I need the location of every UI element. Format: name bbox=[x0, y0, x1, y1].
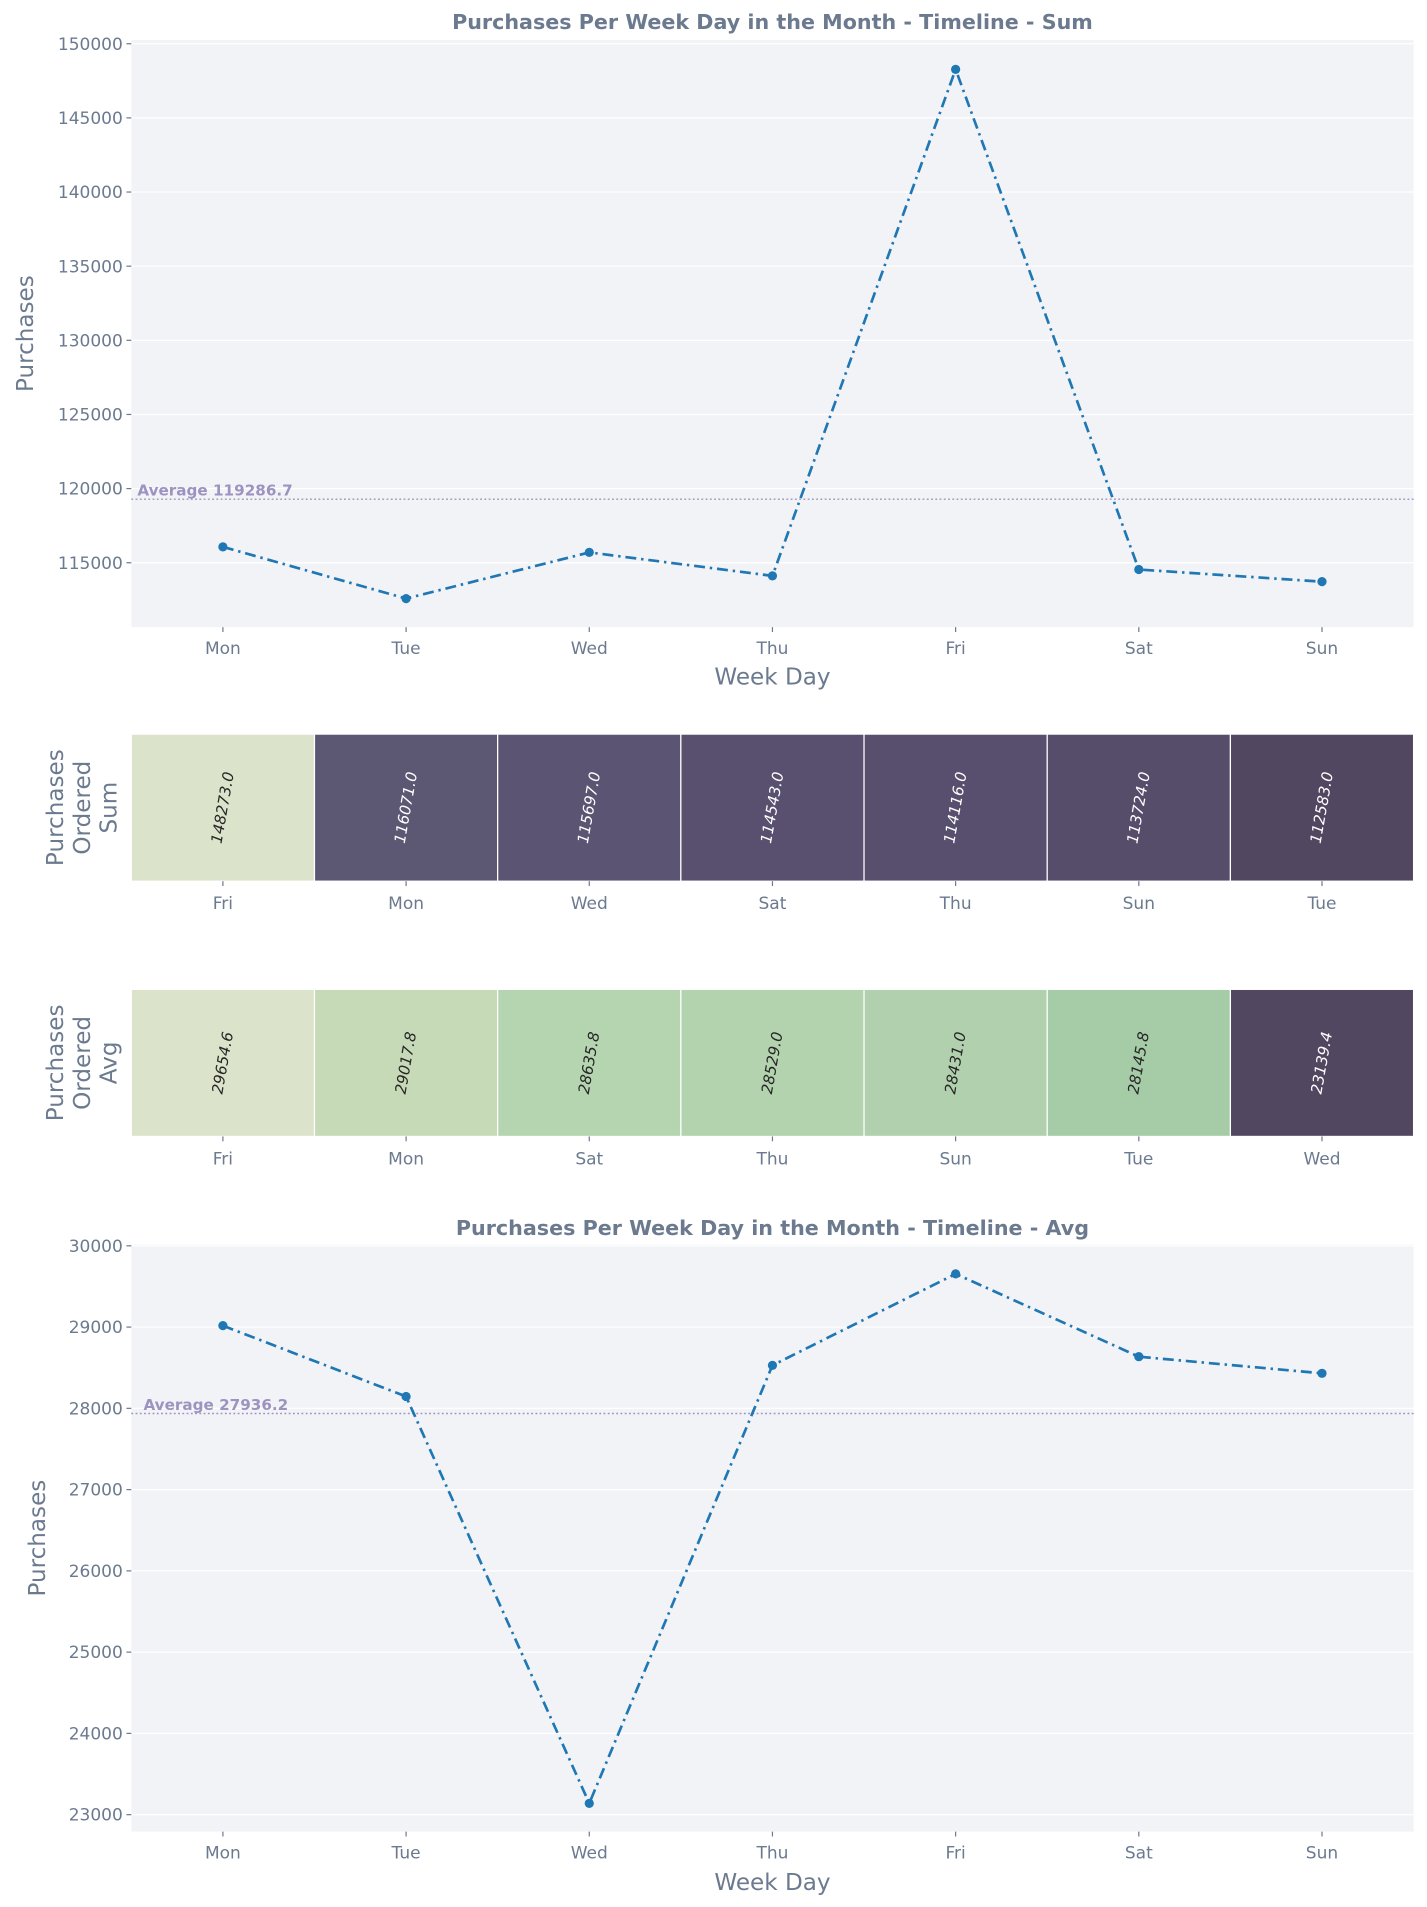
x-tick-label: Fri bbox=[945, 1843, 965, 1863]
line-chart-3: 23000 24000 25000 26000 27000 28000 29000 30000… bbox=[25, 1216, 1414, 1896]
data-point bbox=[218, 1321, 228, 1331]
x-tick-label: Fri bbox=[945, 639, 965, 659]
data-point bbox=[218, 542, 228, 552]
x-tick-label: Fri bbox=[213, 1149, 233, 1169]
line-chart-0: 115000 120000 125000 130000 135000 140000 1450… bbox=[13, 10, 1414, 690]
x-tick-label: Thu bbox=[755, 1843, 788, 1863]
y-tick-label: 150000 bbox=[58, 35, 123, 55]
x-axis-label: Week Day bbox=[714, 1870, 830, 1896]
y-tick-label: 135000 bbox=[58, 257, 123, 277]
y-axis-label: Purchases bbox=[43, 749, 69, 866]
heatmap-2: 29654.6Fri29017.8Mon28635.8Sat28529.0Thu… bbox=[43, 988, 1415, 1169]
x-tick-label: Mon bbox=[205, 639, 241, 659]
x-tick-label: Wed bbox=[571, 1843, 608, 1863]
x-tick-label: Wed bbox=[571, 894, 608, 914]
plot-area bbox=[131, 1244, 1414, 1832]
y-axis-label: Ordered bbox=[70, 761, 96, 855]
x-tick-label: Tue bbox=[1123, 1149, 1153, 1169]
x-tick-label: Sat bbox=[575, 1149, 603, 1169]
x-tick-label: Mon bbox=[388, 894, 424, 914]
data-point bbox=[1317, 577, 1327, 587]
data-point bbox=[951, 1269, 961, 1279]
y-tick-label: 23000 bbox=[69, 1806, 123, 1826]
x-tick-label: Thu bbox=[755, 639, 788, 659]
heatmap-cell bbox=[1229, 733, 1415, 882]
plot-area bbox=[131, 40, 1414, 628]
y-tick-label: 120000 bbox=[58, 480, 123, 500]
data-point bbox=[1134, 1352, 1144, 1362]
x-tick-label: Mon bbox=[205, 1843, 241, 1863]
data-point bbox=[584, 1798, 594, 1808]
average-label: Average 119286.7 bbox=[137, 482, 292, 500]
heatmap-cell bbox=[497, 988, 682, 1138]
heatmap-cell bbox=[1229, 988, 1415, 1138]
y-tick-label: 115000 bbox=[58, 554, 123, 574]
y-tick-label: 25000 bbox=[69, 1643, 123, 1663]
x-tick-label: Wed bbox=[571, 639, 608, 659]
data-point bbox=[767, 1360, 778, 1370]
x-tick-label: Tue bbox=[1306, 894, 1336, 914]
y-tick-label: 26000 bbox=[69, 1562, 123, 1582]
average-label: Average 27936.2 bbox=[143, 1396, 288, 1414]
heatmap-cell bbox=[130, 988, 316, 1138]
data-point bbox=[1317, 1368, 1327, 1378]
x-tick-label: Sun bbox=[1306, 1843, 1338, 1863]
x-tick-label: Wed bbox=[1303, 1149, 1340, 1169]
x-tick-label: Fri bbox=[213, 894, 233, 914]
x-tick-label: Sat bbox=[1125, 1843, 1153, 1863]
heatmap-cell bbox=[313, 733, 499, 882]
data-point bbox=[1134, 564, 1144, 575]
y-tick-label: 29000 bbox=[69, 1318, 123, 1338]
x-tick-label: Sun bbox=[1123, 894, 1155, 914]
y-axis-label: Purchases bbox=[43, 1004, 69, 1121]
x-tick-label: Sun bbox=[1306, 639, 1338, 659]
data-point bbox=[767, 571, 778, 581]
x-tick-label: Sat bbox=[759, 894, 787, 914]
y-tick-label: 140000 bbox=[58, 183, 123, 203]
y-tick-label: 130000 bbox=[58, 331, 123, 351]
y-tick-label: 24000 bbox=[69, 1724, 123, 1744]
x-tick-label: Sun bbox=[939, 1149, 971, 1169]
y-tick-label: 28000 bbox=[69, 1399, 123, 1419]
data-point bbox=[584, 547, 594, 558]
y-tick-label: 125000 bbox=[58, 406, 123, 426]
data-point bbox=[401, 1391, 411, 1402]
y-tick-label: 27000 bbox=[69, 1481, 123, 1501]
x-axis-label: Week Day bbox=[714, 664, 830, 690]
x-tick-label: Tue bbox=[391, 1843, 421, 1863]
data-point bbox=[401, 593, 411, 604]
y-axis-label: Purchases bbox=[13, 275, 39, 392]
x-tick-label: Tue bbox=[391, 639, 421, 659]
heatmap-1: 148273.0Fri116071.0Mon115697.0Wed114543.… bbox=[43, 733, 1415, 914]
chart-title: Purchases Per Week Day in the Month - Ti… bbox=[456, 1216, 1089, 1240]
heatmap-cell bbox=[1046, 988, 1232, 1138]
x-tick-label: Sat bbox=[1125, 639, 1153, 659]
heatmap-cell bbox=[680, 988, 865, 1138]
heatmap-cell bbox=[863, 733, 1048, 882]
y-axis-label: Purchases bbox=[25, 1480, 51, 1597]
y-axis-label: Sum bbox=[97, 782, 123, 834]
x-tick-label: Thu bbox=[755, 1149, 788, 1169]
y-tick-label: 145000 bbox=[58, 109, 123, 129]
x-tick-label: Mon bbox=[388, 1149, 424, 1169]
heatmap-cell bbox=[680, 733, 865, 882]
y-tick-label: 30000 bbox=[69, 1237, 123, 1257]
heatmap-cell bbox=[497, 733, 682, 882]
x-tick-label: Thu bbox=[939, 894, 972, 914]
heatmap-cell bbox=[130, 733, 316, 882]
y-axis-label: Ordered bbox=[70, 1016, 96, 1110]
y-axis-label: Avg bbox=[97, 1042, 123, 1085]
chart-title: Purchases Per Week Day in the Month - Ti… bbox=[452, 10, 1093, 34]
data-point bbox=[951, 64, 961, 74]
heatmap-cell bbox=[313, 988, 499, 1138]
